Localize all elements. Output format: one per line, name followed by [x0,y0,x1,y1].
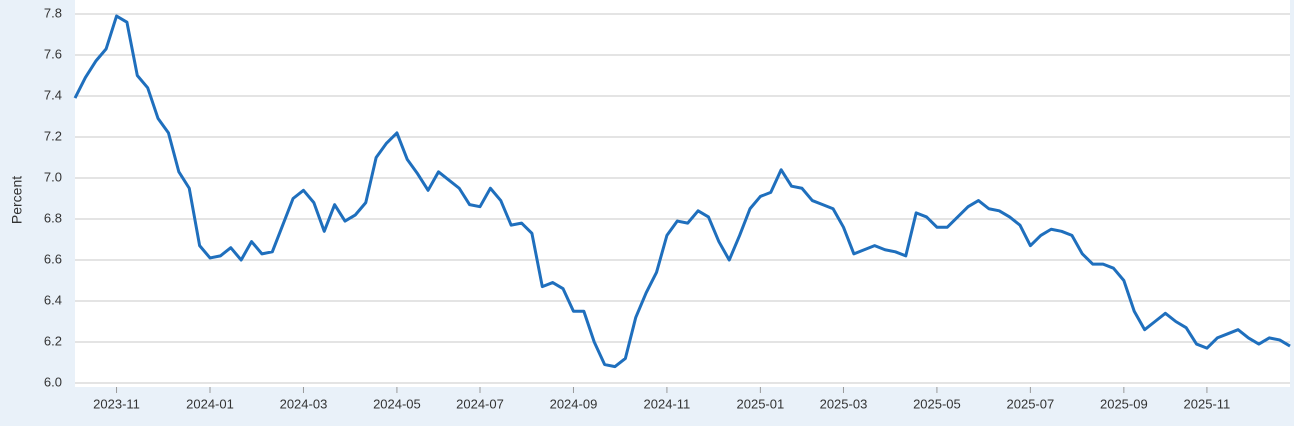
x-tick-label: 2024-05 [373,396,421,411]
y-tick-label: 7.0 [44,169,62,184]
x-tick-label: 2024-07 [456,396,504,411]
data-line [73,14,1291,369]
y-tick-label: 6.0 [44,374,62,389]
y-tick-label: 7.8 [44,5,62,20]
x-tick-label: 2025-05 [913,396,961,411]
y-tick-label: 6.8 [44,210,62,225]
y-tick-label: 6.2 [44,333,62,348]
y-tick-label: 7.4 [44,87,62,102]
x-tick-label: 2024-01 [186,396,234,411]
x-tick-label: 2024-09 [550,396,598,411]
y-tick-label: 7.6 [44,46,62,61]
x-tick-label: 2024-03 [280,396,328,411]
y-tick-label: 6.6 [44,251,62,266]
y-tick-label: 7.2 [44,128,62,143]
x-tick-label: 2025-11 [1184,396,1231,411]
x-tick-label: 2025-09 [1100,396,1148,411]
x-tick-label: 2025-01 [737,396,785,411]
y-tick-label: 6.4 [44,292,62,307]
x-tick-label: 2025-03 [820,396,868,411]
plot-area [75,0,1290,387]
x-tick-label: 2023-11 [93,396,140,411]
y-axis-label: Percent [9,176,25,224]
x-tick-label: 2024-11 [644,396,691,411]
x-tick-label: 2025-07 [1007,396,1055,411]
